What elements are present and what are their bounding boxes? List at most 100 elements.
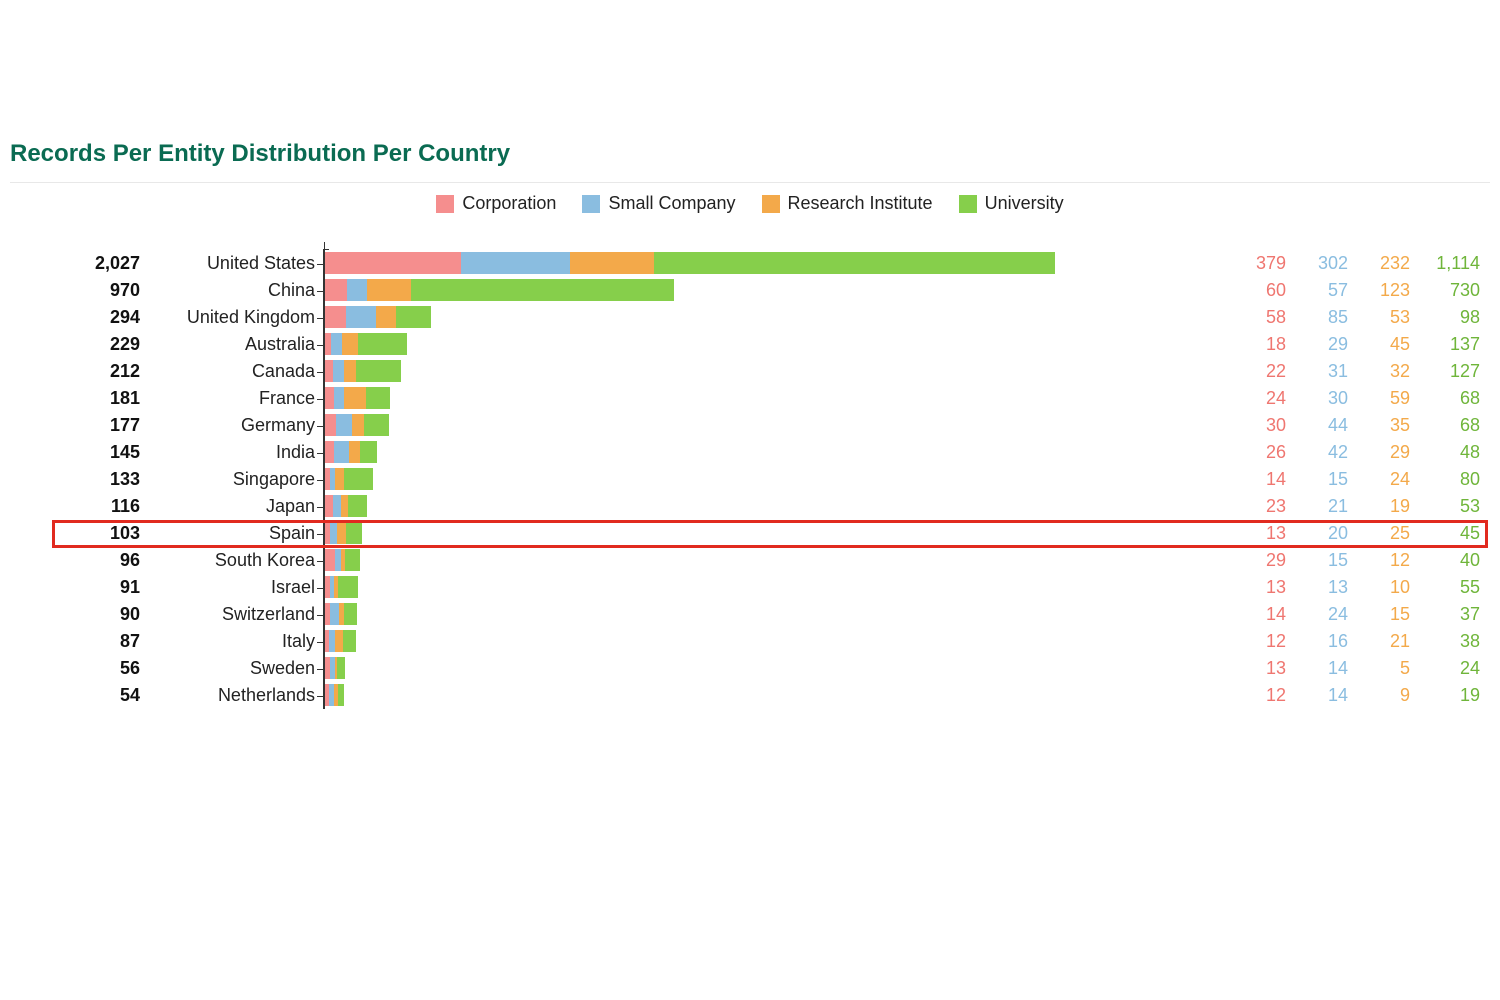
- bar-segment: [356, 360, 402, 382]
- legend-item: Corporation: [436, 193, 556, 214]
- bar-segment: [330, 522, 337, 544]
- row-total: 2,027: [50, 253, 140, 274]
- row-total: 96: [50, 550, 140, 571]
- row-value: 10: [1348, 577, 1410, 598]
- chart-row: 212Canada223132127: [10, 358, 1490, 385]
- row-tick: [317, 291, 323, 292]
- bar-segment: [346, 306, 377, 328]
- row-value: 45: [1410, 523, 1480, 544]
- row-bar: [325, 333, 407, 355]
- chart-row: 133Singapore14152480: [10, 466, 1490, 493]
- bar-segment: [360, 441, 377, 463]
- row-value: 14: [1226, 604, 1286, 625]
- row-total: 56: [50, 658, 140, 679]
- row-values: 24305968: [1226, 388, 1480, 409]
- row-value: 42: [1286, 442, 1348, 463]
- chart-rows: 2,027United States3793022321,114970China…: [10, 250, 1490, 709]
- row-values: 12162138: [1226, 631, 1480, 652]
- row-country-label: India: [145, 442, 315, 463]
- bar-segment: [570, 252, 654, 274]
- row-bar: [325, 414, 389, 436]
- row-country-label: United Kingdom: [145, 307, 315, 328]
- bar-segment: [367, 279, 411, 301]
- bar-segment: [345, 549, 359, 571]
- chart-title: Records Per Entity Distribution Per Coun…: [10, 140, 1490, 183]
- chart-row: 294United Kingdom58855398: [10, 304, 1490, 331]
- legend-item: University: [959, 193, 1064, 214]
- row-tick: [317, 372, 323, 373]
- row-country-label: Switzerland: [145, 604, 315, 625]
- row-value: 9: [1348, 685, 1410, 706]
- bar-segment: [334, 441, 349, 463]
- row-total: 54: [50, 685, 140, 706]
- row-value: 12: [1226, 631, 1286, 652]
- chart-row: 116Japan23211953: [10, 493, 1490, 520]
- row-country-label: Israel: [145, 577, 315, 598]
- row-value: 98: [1410, 307, 1480, 328]
- chart-row: 96South Korea29151240: [10, 547, 1490, 574]
- row-value: 12: [1348, 550, 1410, 571]
- bar-segment: [325, 360, 333, 382]
- row-value: 53: [1348, 307, 1410, 328]
- bar-segment: [325, 252, 461, 274]
- row-country-label: Netherlands: [145, 685, 315, 706]
- bar-segment: [325, 306, 346, 328]
- row-tick: [317, 399, 323, 400]
- legend-label: Research Institute: [788, 193, 933, 214]
- row-value: 68: [1410, 415, 1480, 436]
- row-tick: [317, 561, 323, 562]
- row-total: 970: [50, 280, 140, 301]
- row-values: 29151240: [1226, 550, 1480, 571]
- chart-row: 103Spain13202545: [10, 520, 1490, 547]
- row-value: 18: [1226, 334, 1286, 355]
- chart-row: 2,027United States3793022321,114: [10, 250, 1490, 277]
- bar-segment: [325, 414, 336, 436]
- row-total: 229: [50, 334, 140, 355]
- row-total: 181: [50, 388, 140, 409]
- row-bar: [325, 360, 401, 382]
- x-axis: [10, 226, 1490, 250]
- bar-segment: [654, 252, 1055, 274]
- row-tick: [317, 345, 323, 346]
- row-bar: [325, 252, 1055, 274]
- row-value: 14: [1286, 658, 1348, 679]
- row-value: 22: [1226, 361, 1286, 382]
- chart-row: 229Australia182945137: [10, 331, 1490, 358]
- bar-segment: [338, 684, 345, 706]
- row-values: 30443568: [1226, 415, 1480, 436]
- row-value: 730: [1410, 280, 1480, 301]
- row-value: 26: [1226, 442, 1286, 463]
- row-country-label: Singapore: [145, 469, 315, 490]
- row-total: 177: [50, 415, 140, 436]
- bar-segment: [338, 576, 358, 598]
- bar-segment: [341, 495, 348, 517]
- row-value: 53: [1410, 496, 1480, 517]
- row-tick: [317, 669, 323, 670]
- row-value: 19: [1410, 685, 1480, 706]
- stacked-bar-chart: 2,027United States3793022321,114970China…: [10, 226, 1490, 709]
- row-value: 58: [1226, 307, 1286, 328]
- row-value: 24: [1286, 604, 1348, 625]
- row-bar: [325, 576, 358, 598]
- row-values: 1214919: [1226, 685, 1480, 706]
- row-value: 30: [1226, 415, 1286, 436]
- row-value: 31: [1286, 361, 1348, 382]
- bar-segment: [334, 387, 345, 409]
- chart-row: 56Sweden1314524: [10, 655, 1490, 682]
- row-tick: [317, 696, 323, 697]
- bar-segment: [337, 657, 346, 679]
- bar-segment: [325, 495, 333, 517]
- row-value: 37: [1410, 604, 1480, 625]
- row-value: 48: [1410, 442, 1480, 463]
- row-tick: [317, 507, 323, 508]
- row-total: 90: [50, 604, 140, 625]
- row-tick: [317, 642, 323, 643]
- bar-segment: [352, 414, 365, 436]
- bar-segment: [461, 252, 570, 274]
- row-tick: [317, 534, 323, 535]
- chart-row: 145India26422948: [10, 439, 1490, 466]
- chart-row: 87Italy12162138: [10, 628, 1490, 655]
- row-tick: [317, 453, 323, 454]
- row-value: 127: [1410, 361, 1480, 382]
- row-values: 13202545: [1226, 523, 1480, 544]
